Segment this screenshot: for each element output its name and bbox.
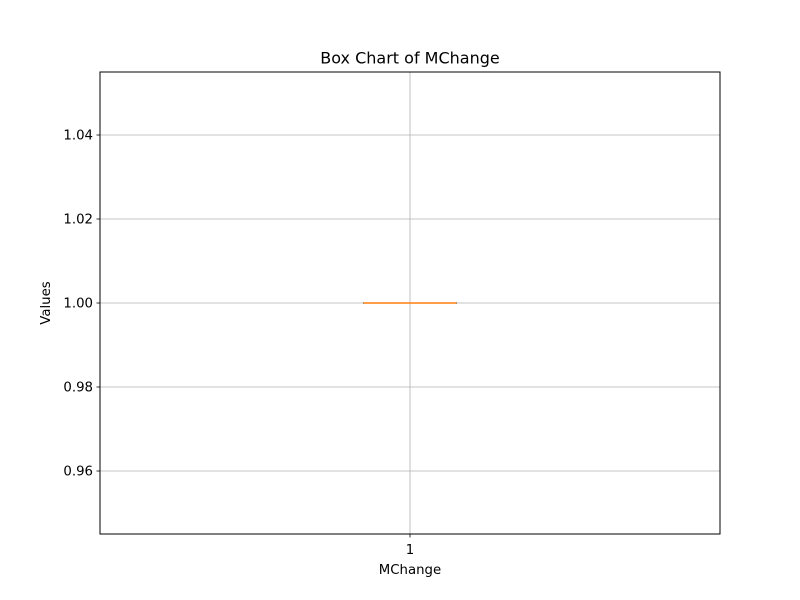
chart-title: Box Chart of MChange bbox=[320, 49, 499, 68]
y-tick-label: 1.02 bbox=[63, 213, 93, 228]
y-tick-label: 0.96 bbox=[63, 465, 93, 480]
y-tick-label: 0.98 bbox=[63, 381, 93, 396]
y-tick-label: 1.04 bbox=[63, 129, 93, 144]
x-axis-label: MChange bbox=[379, 563, 441, 578]
axis-ticks: 0.96 0.98 1.00 1.02 1.04 1 bbox=[63, 129, 414, 559]
y-axis-label: Values bbox=[39, 281, 54, 325]
y-tick-label: 1.00 bbox=[63, 297, 93, 312]
x-tick-label: 1 bbox=[406, 543, 414, 558]
